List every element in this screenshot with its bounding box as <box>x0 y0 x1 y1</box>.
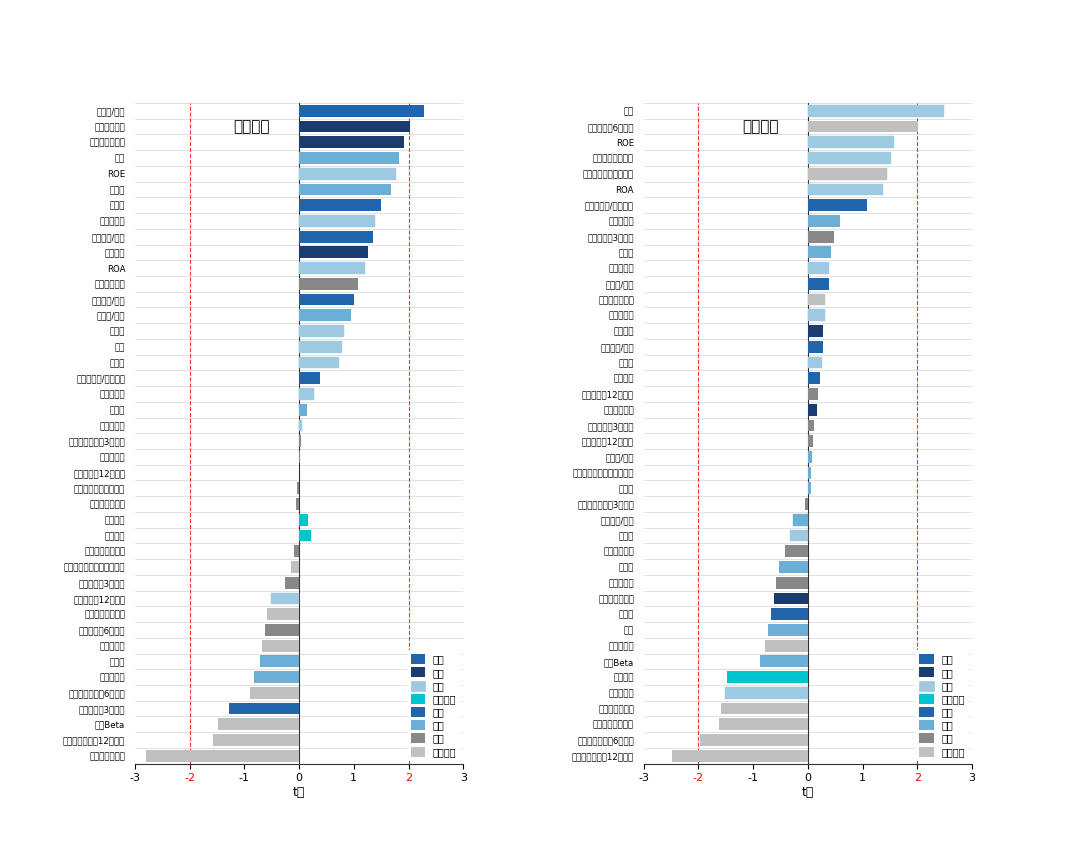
Bar <box>721 703 808 715</box>
Bar <box>808 246 831 258</box>
Bar <box>268 608 299 620</box>
Bar <box>299 388 314 400</box>
Bar <box>808 372 820 384</box>
Bar <box>759 656 808 668</box>
Bar <box>285 577 299 589</box>
Bar <box>672 750 808 762</box>
Bar <box>791 529 808 541</box>
Bar <box>297 482 299 494</box>
Bar <box>299 372 320 384</box>
Bar <box>249 687 299 698</box>
Bar <box>793 514 808 526</box>
Bar <box>292 561 299 573</box>
Bar <box>700 734 808 746</box>
Bar <box>299 357 338 368</box>
Bar <box>299 341 341 353</box>
Bar <box>808 121 918 132</box>
Bar <box>769 624 808 636</box>
Text: 市场下跌: 市场下跌 <box>742 119 779 135</box>
Bar <box>296 498 299 510</box>
Bar <box>299 105 423 117</box>
Bar <box>808 451 812 462</box>
Bar <box>229 703 299 715</box>
Bar <box>299 168 396 179</box>
Bar <box>299 278 359 290</box>
Bar <box>259 656 299 668</box>
Bar <box>299 293 354 305</box>
Bar <box>299 121 409 132</box>
Bar <box>299 325 343 337</box>
Bar <box>808 136 894 148</box>
Bar <box>254 671 299 683</box>
Bar <box>719 718 808 730</box>
Bar <box>808 263 828 274</box>
Bar <box>299 184 391 196</box>
Legend: 动量, 投资, 盈利, 无形资产, 估值, 交易, 基金, 基金公司: 动量, 投资, 盈利, 无形资产, 估值, 交易, 基金, 基金公司 <box>916 650 969 761</box>
Bar <box>299 231 373 243</box>
Bar <box>299 199 381 211</box>
Bar <box>265 624 299 636</box>
Bar <box>808 435 813 447</box>
Bar <box>808 357 822 368</box>
Bar <box>725 687 808 698</box>
Bar <box>808 482 811 494</box>
Bar <box>299 310 351 321</box>
Bar <box>785 546 808 557</box>
Bar <box>299 152 399 164</box>
Bar <box>808 199 867 211</box>
Bar <box>808 310 825 321</box>
Bar <box>146 750 299 762</box>
Bar <box>774 593 808 604</box>
Bar <box>218 718 299 730</box>
Bar <box>299 529 311 541</box>
Bar <box>808 168 887 179</box>
Bar <box>299 435 300 447</box>
Bar <box>808 152 891 164</box>
Bar <box>299 263 365 274</box>
Bar <box>808 467 811 479</box>
X-axis label: t值: t值 <box>293 786 306 799</box>
Bar <box>299 215 375 227</box>
Bar <box>808 278 828 290</box>
Bar <box>808 293 825 305</box>
Bar <box>777 577 808 589</box>
Legend: 动量, 投资, 盈利, 无形资产, 估值, 交易, 基金, 基金公司: 动量, 投资, 盈利, 无形资产, 估值, 交易, 基金, 基金公司 <box>407 650 460 761</box>
Bar <box>808 420 814 432</box>
Bar <box>299 420 302 432</box>
Bar <box>808 388 818 400</box>
Bar <box>805 498 808 510</box>
Bar <box>780 561 808 573</box>
Bar <box>213 734 299 746</box>
Bar <box>299 246 367 258</box>
Bar <box>771 608 808 620</box>
Bar <box>299 404 307 415</box>
X-axis label: t值: t值 <box>801 786 814 799</box>
Bar <box>808 105 944 117</box>
Bar <box>808 215 839 227</box>
Text: 市场上涨: 市场上涨 <box>233 119 270 135</box>
Bar <box>299 514 308 526</box>
Bar <box>262 640 299 651</box>
Bar <box>808 341 823 353</box>
Bar <box>727 671 808 683</box>
Bar <box>808 184 883 196</box>
Bar <box>808 404 816 415</box>
Bar <box>271 593 299 604</box>
Bar <box>808 231 834 243</box>
Bar <box>808 325 823 337</box>
Bar <box>299 136 404 148</box>
Bar <box>766 640 808 651</box>
Bar <box>294 546 299 557</box>
